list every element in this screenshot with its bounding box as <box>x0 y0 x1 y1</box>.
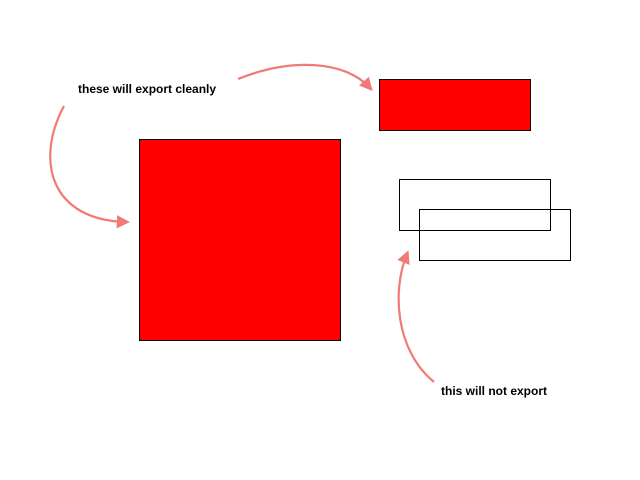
arrow-to-large-square <box>49 105 130 229</box>
outlined-rectangle-front <box>419 209 571 261</box>
no-export-label: this will not export <box>441 384 548 398</box>
arrow-to-outlined-rectangles <box>397 250 435 383</box>
outlined-rectangle-back <box>399 179 551 231</box>
export-clean-label: these will export cleanly <box>78 82 217 96</box>
large-red-square <box>139 139 341 341</box>
small-red-rectangle <box>379 79 531 131</box>
arrow-to-small-rectangle <box>237 63 373 91</box>
